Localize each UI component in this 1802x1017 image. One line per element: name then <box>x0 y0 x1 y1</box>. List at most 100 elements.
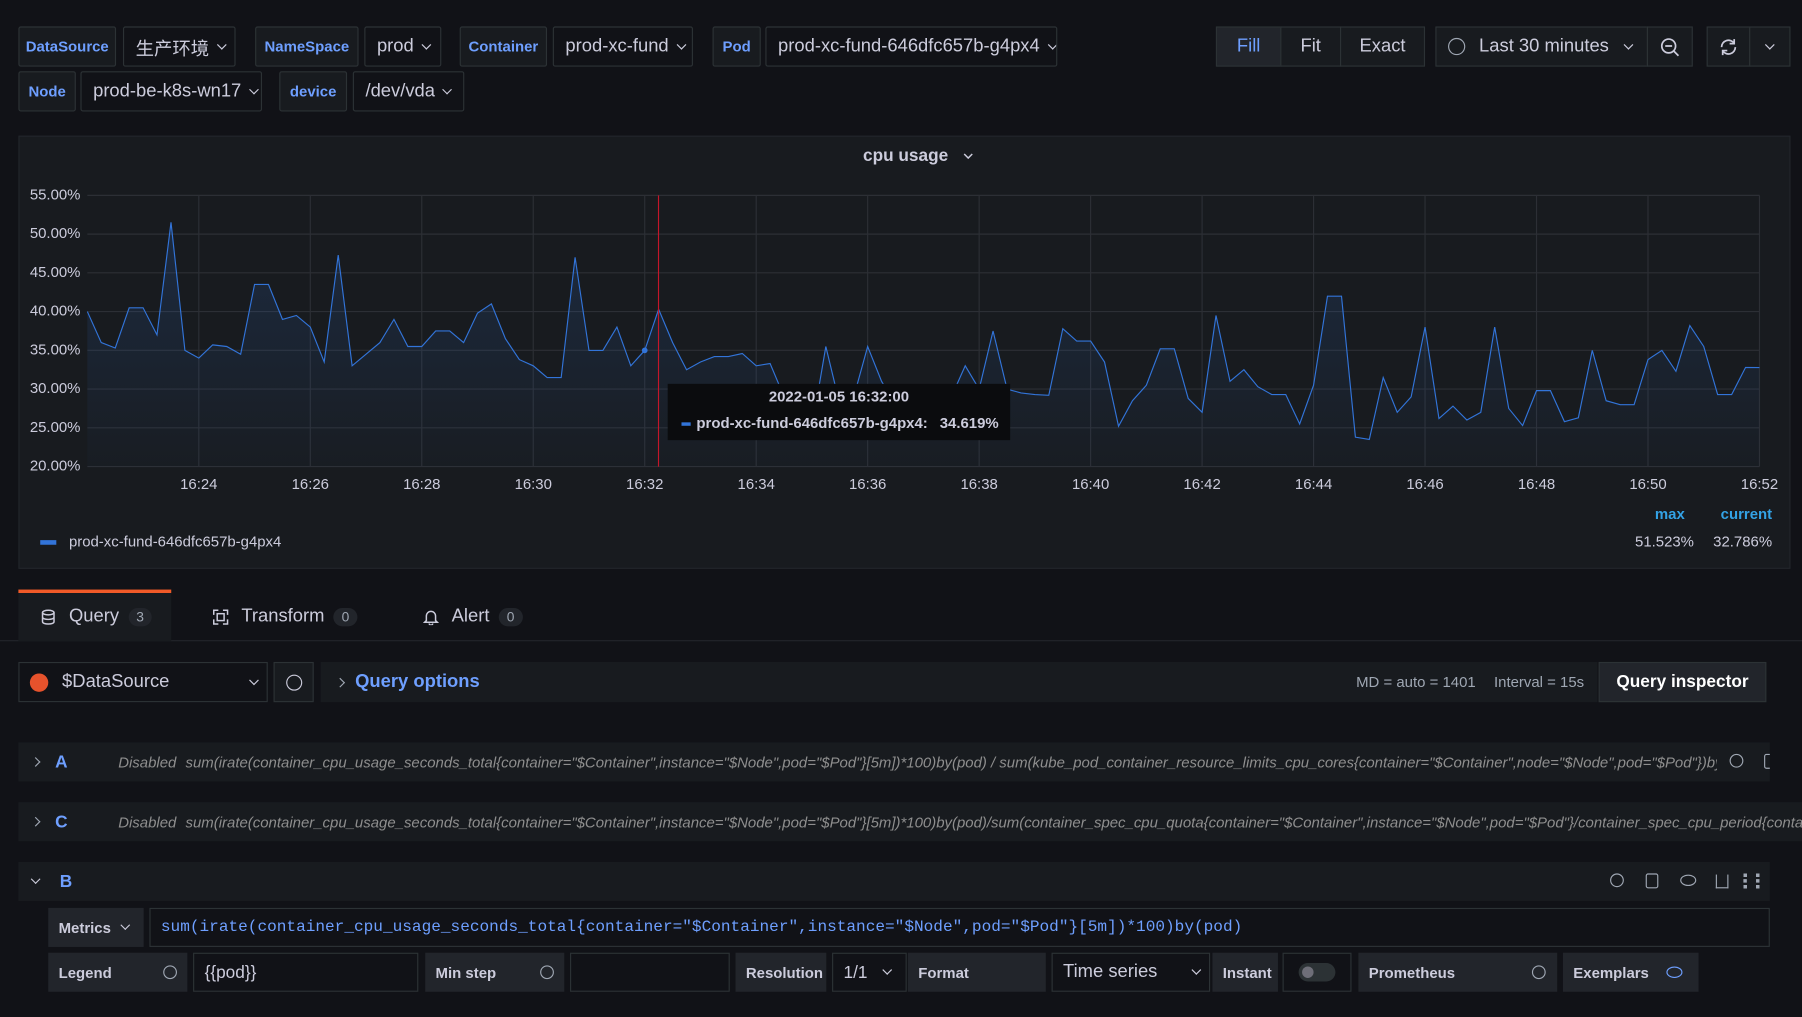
var-value: prod-xc-fund-646dfc657b-g4px4 <box>778 36 1040 56</box>
var-select[interactable]: prod <box>364 26 442 67</box>
legend-column[interactable]: max <box>1655 506 1686 523</box>
x-tick-label: 16:50 <box>1629 476 1666 493</box>
refresh-interval[interactable] <box>1749 26 1791 67</box>
legend-label: Legend <box>58 963 112 981</box>
min-step-input[interactable] <box>570 952 730 992</box>
format-select[interactable]: Time series <box>1051 952 1211 992</box>
query-inspector[interactable]: Query inspector <box>1598 661 1767 703</box>
exemplars-toggle[interactable]: Exemplars <box>1562 952 1699 992</box>
legend: max current 51.523% 32.786% prod-xc-fund… <box>40 506 1772 550</box>
zoom-out[interactable] <box>1646 26 1693 67</box>
var-value: 生产环境 <box>135 39 210 60</box>
time-range: Last 30 minutes <box>1479 36 1609 56</box>
var-select[interactable]: prod-be-k8s-wn17 <box>80 71 263 112</box>
query-row[interactable]: A Disabled sum(irate(container_cpu_usage… <box>18 742 1770 782</box>
query-status: Disabled <box>118 813 177 831</box>
min-step-label: Min step <box>435 963 497 981</box>
mode-button[interactable]: Fill <box>1215 26 1282 67</box>
x-tick-label: 16:46 <box>1406 476 1443 493</box>
x-tick-label: 16:28 <box>403 476 440 493</box>
field-label: Format <box>907 952 1046 992</box>
tab-divider <box>0 640 1802 642</box>
refresh-icon <box>1720 38 1737 55</box>
series-area <box>87 222 1760 467</box>
legend-input[interactable]: {{pod}} <box>193 952 419 992</box>
tab-count: 0 <box>333 607 358 627</box>
zoom-icon <box>1660 37 1680 56</box>
x-tick-label: 16:40 <box>1072 476 1109 493</box>
x-tick-label: 16:38 <box>960 476 997 493</box>
var-label: NameSpace <box>255 26 359 67</box>
query-expr: sum(irate(container_cpu_usage_seconds_to… <box>185 753 1718 771</box>
tab-label: Transform <box>241 606 325 627</box>
var-select[interactable]: prod-xc-fund <box>552 26 693 67</box>
legend-name: prod-xc-fund-646dfc657b-g4px4 <box>69 533 281 550</box>
mode-button[interactable]: Fit <box>1280 26 1342 67</box>
time-picker[interactable]: Last 30 minutes <box>1435 26 1648 67</box>
var-label: Node <box>18 71 76 112</box>
y-tick-label: 20.00% <box>30 458 81 475</box>
var-value: prod-xc-fund <box>565 36 669 56</box>
var-label: device <box>279 71 348 112</box>
x-tick-label: 16:36 <box>849 476 886 493</box>
var-label: Container <box>459 26 548 67</box>
var-select[interactable]: /dev/vda <box>352 71 465 112</box>
panel: cpu usage 20.00% 25.00% 30.00% 35.00% 40.00%… <box>18 135 1791 569</box>
md: MD = auto = 1401 <box>1356 673 1476 691</box>
tab[interactable]: Query 3 <box>18 589 172 642</box>
x-tick-label: 16:26 <box>292 476 329 493</box>
tooltip-value: 34.619% <box>940 415 999 432</box>
tab[interactable]: Alert 0 <box>422 593 561 641</box>
y-tick-label: 40.00% <box>30 303 81 320</box>
query-row[interactable]: C Disabled sum(irate(container_cpu_usage… <box>18 802 1802 842</box>
interval: Interval = 15s <box>1493 673 1585 691</box>
field-label: Prometheus <box>1358 952 1558 992</box>
query-ref: A <box>55 752 68 772</box>
var-label: DataSource <box>18 26 117 67</box>
y-tick-label: 35.00% <box>30 341 81 358</box>
mode-button[interactable]: Exact <box>1340 26 1426 67</box>
title-chevron <box>963 153 973 160</box>
tooltip: 2022-01-05 16:32:00 prod-xc-fund-646dfc6… <box>667 383 1011 441</box>
query-ref: B <box>59 871 73 892</box>
x-tick-label: 16:52 <box>1741 476 1778 493</box>
query-expr: sum(irate(container_cpu_usage_seconds_to… <box>185 813 1802 831</box>
tab[interactable]: Transform 0 <box>213 593 385 641</box>
query-ref: C <box>55 811 68 832</box>
var-select[interactable]: prod-xc-fund-646dfc657b-g4px4 <box>765 26 1058 67</box>
datasource-picker[interactable]: $DataSource <box>18 661 268 703</box>
query-options[interactable]: Query options MD = auto = 1401 Interval … <box>320 661 1598 703</box>
x-tick-label: 16:24 <box>180 476 217 493</box>
x-tick-label: 16:32 <box>626 476 663 493</box>
instant-toggle[interactable] <box>1282 952 1352 992</box>
x-tick-label: 16:30 <box>515 476 552 493</box>
query-row[interactable]: B <box>18 861 1770 901</box>
y-tick-label: 25.00% <box>30 419 81 436</box>
tooltip-time: 2022-01-05 16:32:00 <box>769 389 909 406</box>
var-value: /dev/vda <box>365 81 435 101</box>
format: Time series <box>1063 961 1158 982</box>
field-label: Legend <box>48 952 188 992</box>
var-select[interactable]: 生产环境 <box>122 26 236 67</box>
chart: cpu usage 20.00% 25.00% 30.00% 35.00% 40.00%… <box>30 145 1778 551</box>
x-tick-label: 16:44 <box>1295 476 1332 493</box>
refresh[interactable] <box>1706 26 1751 67</box>
help-button[interactable] <box>273 661 314 703</box>
var-value: prod-be-k8s-wn17 <box>93 81 242 101</box>
bell-icon <box>422 610 440 626</box>
tooltip-box <box>667 383 1011 441</box>
tab-label: Query <box>68 606 120 627</box>
tab-count: 3 <box>128 607 153 627</box>
db-icon <box>41 609 55 625</box>
legend-column[interactable]: current <box>1721 506 1772 523</box>
field-label: Min step <box>425 952 565 992</box>
tooltip-series: prod-xc-fund-646dfc657b-g4px4: <box>696 415 927 432</box>
metrics-input[interactable]: sum(irate(container_cpu_usage_seconds_to… <box>149 907 1770 947</box>
resolution-select[interactable]: 1/1 <box>832 952 907 992</box>
field-label: Metrics <box>48 907 144 947</box>
var-value: prod <box>376 36 414 56</box>
legend-stat: 51.523% <box>1635 533 1694 550</box>
y-tick-label: 50.00% <box>30 225 81 242</box>
